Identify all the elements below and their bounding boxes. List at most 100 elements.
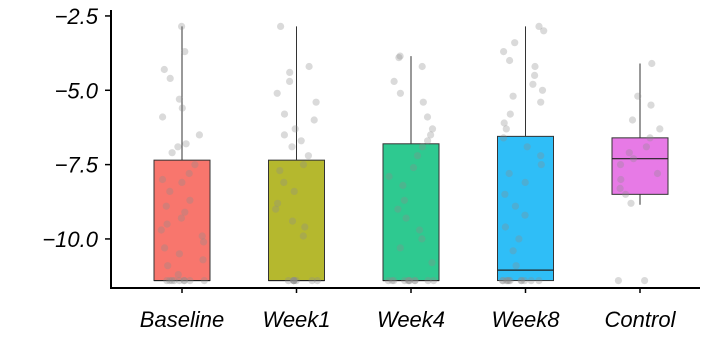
data-point bbox=[182, 140, 190, 148]
data-point bbox=[272, 205, 280, 213]
data-point bbox=[428, 125, 437, 133]
data-point bbox=[517, 277, 525, 285]
data-point bbox=[506, 110, 514, 118]
data-point bbox=[280, 131, 288, 139]
box-baseline bbox=[153, 26, 211, 282]
data-point bbox=[499, 134, 508, 142]
data-point bbox=[164, 262, 172, 270]
data-point bbox=[424, 137, 432, 145]
data-point bbox=[419, 98, 427, 106]
data-point bbox=[418, 235, 426, 243]
data-point bbox=[642, 143, 651, 151]
data-point bbox=[181, 208, 189, 216]
data-point bbox=[501, 190, 509, 198]
data-point bbox=[411, 277, 419, 285]
data-point bbox=[292, 277, 300, 285]
x-axis-labels: Baseline Week1 Week4 Week8 Control bbox=[140, 288, 677, 332]
data-point bbox=[521, 178, 529, 186]
data-point bbox=[290, 187, 298, 195]
data-point bbox=[647, 101, 655, 109]
data-point bbox=[653, 169, 662, 178]
data-point bbox=[286, 77, 294, 85]
data-point bbox=[290, 277, 298, 285]
data-point bbox=[274, 199, 282, 207]
data-point bbox=[416, 226, 424, 234]
data-point bbox=[622, 190, 630, 198]
data-point bbox=[540, 27, 548, 35]
data-point bbox=[200, 238, 208, 246]
data-point bbox=[646, 134, 654, 142]
data-point bbox=[288, 217, 297, 225]
box-series bbox=[153, 26, 669, 282]
data-point bbox=[163, 277, 171, 285]
data-point bbox=[502, 125, 510, 133]
data-point bbox=[198, 232, 206, 240]
box-week8 bbox=[497, 26, 554, 282]
jitter-points bbox=[157, 22, 664, 285]
data-point bbox=[396, 89, 404, 97]
data-point bbox=[288, 143, 296, 151]
data-point bbox=[628, 116, 637, 124]
data-point bbox=[186, 277, 194, 285]
data-point bbox=[312, 98, 320, 106]
y-axis-ticks: −10.0 −7.5 −5.0 −2.5 bbox=[42, 4, 111, 252]
data-point bbox=[299, 232, 307, 240]
data-point bbox=[304, 152, 312, 160]
data-point bbox=[174, 271, 182, 279]
data-point bbox=[531, 62, 539, 71]
data-point bbox=[409, 164, 418, 172]
data-point bbox=[505, 169, 513, 178]
data-point bbox=[521, 211, 529, 219]
data-point bbox=[535, 22, 543, 30]
data-point bbox=[162, 202, 170, 210]
data-point bbox=[160, 65, 168, 74]
y-tick-label: −2.5 bbox=[55, 4, 99, 29]
data-point bbox=[515, 235, 523, 243]
data-point bbox=[395, 54, 403, 62]
data-point bbox=[170, 277, 178, 285]
data-point bbox=[299, 161, 308, 169]
y-tick-label: −5.0 bbox=[55, 78, 99, 103]
data-point bbox=[625, 149, 633, 157]
x-tick-label: Control bbox=[605, 307, 677, 332]
data-point bbox=[273, 89, 281, 97]
data-point bbox=[537, 152, 545, 160]
data-point bbox=[511, 39, 519, 47]
data-point bbox=[200, 277, 208, 285]
data-point bbox=[512, 262, 520, 270]
data-point bbox=[641, 277, 649, 285]
data-point bbox=[384, 277, 392, 285]
data-point bbox=[175, 250, 183, 258]
box-control bbox=[611, 63, 669, 205]
data-point bbox=[500, 48, 508, 56]
data-point bbox=[405, 277, 413, 285]
data-point bbox=[280, 110, 289, 118]
data-point bbox=[634, 92, 642, 100]
x-tick-label: Baseline bbox=[140, 307, 224, 332]
data-point bbox=[166, 277, 174, 285]
data-point bbox=[503, 277, 512, 285]
data-point bbox=[614, 277, 623, 285]
data-point bbox=[499, 277, 507, 285]
data-point bbox=[180, 277, 188, 285]
data-point bbox=[158, 175, 167, 184]
data-point bbox=[290, 277, 298, 285]
data-point bbox=[396, 244, 404, 252]
data-point bbox=[406, 277, 414, 285]
x-tick-label: Week1 bbox=[262, 307, 330, 332]
data-point bbox=[284, 277, 292, 285]
data-point bbox=[181, 48, 189, 56]
data-point bbox=[629, 155, 638, 163]
data-point bbox=[394, 205, 402, 213]
data-point bbox=[390, 277, 398, 285]
data-point bbox=[656, 125, 664, 133]
data-point bbox=[404, 277, 412, 285]
data-point bbox=[505, 277, 513, 285]
data-point bbox=[199, 256, 207, 264]
data-point bbox=[157, 226, 165, 234]
data-point bbox=[518, 277, 526, 285]
data-point bbox=[310, 116, 318, 124]
data-point bbox=[520, 277, 529, 285]
data-point bbox=[290, 277, 298, 285]
